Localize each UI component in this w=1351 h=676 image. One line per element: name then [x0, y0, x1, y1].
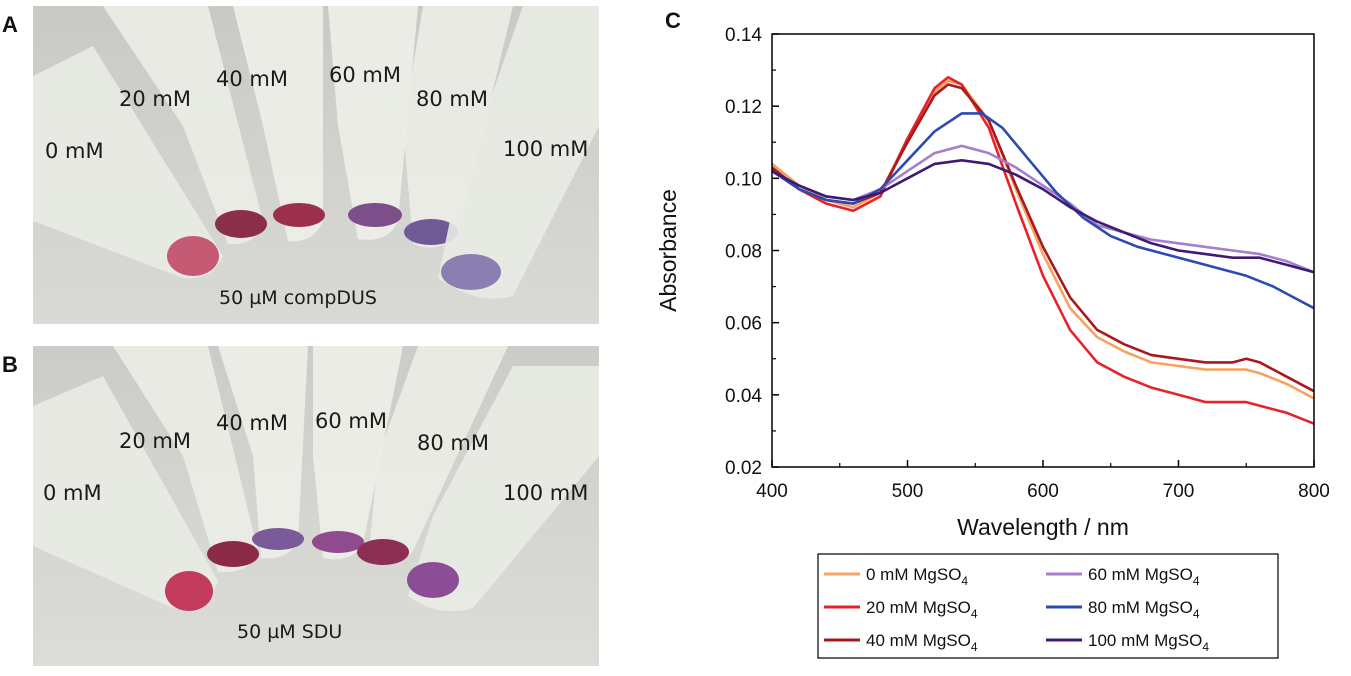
y-tick-label: 0.10	[725, 169, 762, 190]
legend-label-0: 0 mM MgSO4	[866, 565, 968, 588]
tube-label-1: 20 mM	[119, 87, 191, 111]
panel-letter-a: A	[2, 12, 18, 37]
legend: 0 mM MgSO4 20 mM MgSO4 40 mM MgSO4 60 mM Mg…	[817, 553, 1279, 659]
y-tick-label: 0.06	[725, 314, 762, 335]
photo-panel-b: 0 mM 20 mM 40 mM 60 mM 80 mM 100 mM 50 µ…	[33, 346, 599, 666]
y-tick-label: 0.04	[725, 386, 762, 407]
absorbance-chart: 400 500 600 700 800 0.02 0.04 0.06 0.08 0.10 0.12 0…	[655, 25, 1330, 659]
legend-label-2: 40 mM MgSO4	[866, 631, 978, 654]
tube-label-2: 40 mM	[216, 67, 288, 91]
tube-60mm	[328, 6, 418, 240]
y-tick-label: 0.02	[725, 458, 762, 479]
tube-label-5: 100 mM	[503, 481, 588, 505]
tube-100mm	[438, 6, 599, 299]
tube-80mm	[357, 346, 508, 565]
series-line-1	[771, 76, 1315, 425]
tube-40mm	[218, 346, 308, 559]
tube-0mm	[33, 376, 218, 611]
legend-label-1: 20 mM MgSO4	[866, 598, 978, 621]
photo-caption: 50 µM compDUS	[219, 287, 377, 309]
tube-60mm	[312, 346, 403, 560]
tube-label-5: 100 mM	[503, 137, 588, 161]
legend-label-5: 100 mM MgSO4	[1088, 631, 1209, 654]
series-line-5	[771, 159, 1315, 274]
tube-20mm	[113, 346, 259, 573]
panel-letter-b: B	[2, 352, 18, 377]
axis-ticks: 400 500 600 700 800 0.02 0.04 0.06 0.08 0.10 0.12 0…	[725, 25, 1330, 502]
tube-80mm	[403, 6, 513, 248]
tube-label-3: 60 mM	[329, 63, 401, 87]
x-tick-label: 400	[756, 481, 788, 502]
x-tick-label: 500	[892, 481, 924, 502]
legend-label-3: 60 mM MgSO4	[1088, 565, 1200, 588]
photo-caption: 50 µM SDU	[237, 621, 342, 643]
tube-label-0: 0 mM	[45, 139, 104, 163]
y-axis-title: Absorbance	[655, 189, 681, 312]
legend-label-4: 80 mM MgSO4	[1088, 598, 1200, 621]
tube-100mm	[407, 366, 599, 612]
series-line-2	[771, 83, 1315, 393]
y-tick-label: 0.12	[725, 97, 762, 118]
series-lines	[771, 76, 1315, 425]
x-axis-title: Wavelength / nm	[957, 514, 1129, 540]
tube-label-3: 60 mM	[315, 409, 387, 433]
x-tick-label: 700	[1163, 481, 1195, 502]
tube-label-1: 20 mM	[119, 429, 191, 453]
series-line-0	[771, 79, 1315, 400]
y-tick-label: 0.08	[725, 242, 762, 263]
tube-label-2: 40 mM	[216, 411, 288, 435]
tube-40mm	[233, 6, 325, 242]
tube-label-0: 0 mM	[43, 481, 102, 505]
tube-20mm	[103, 6, 267, 245]
x-tick-label: 800	[1298, 481, 1330, 502]
panel-letter-c: C	[665, 8, 681, 33]
tube-0mm	[33, 46, 223, 279]
tube-label-4: 80 mM	[416, 87, 488, 111]
y-tick-label: 0.14	[725, 25, 762, 46]
x-tick-label: 600	[1027, 481, 1059, 502]
tube-label-4: 80 mM	[417, 431, 489, 455]
photo-panel-a: 0 mM 20 mM 40 mM 60 mM 80 mM 100 mM 50 µ…	[33, 6, 599, 324]
